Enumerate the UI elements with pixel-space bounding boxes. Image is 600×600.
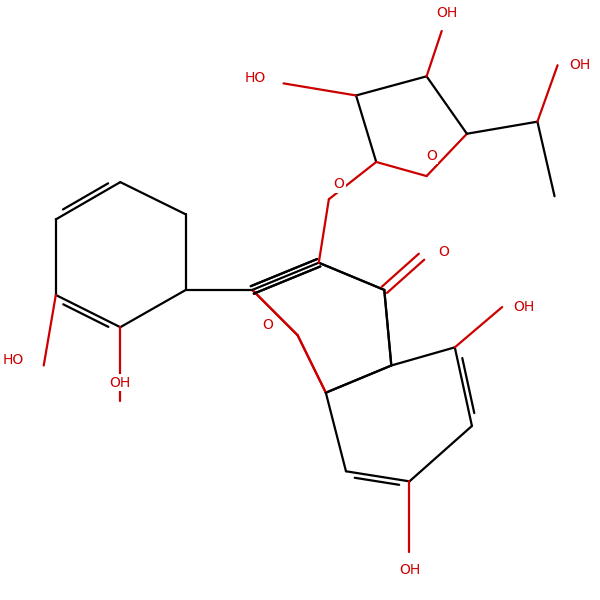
Text: HO: HO (3, 353, 24, 367)
Text: HO: HO (245, 71, 266, 85)
Text: O: O (262, 318, 273, 332)
Text: OH: OH (569, 58, 590, 72)
Text: O: O (426, 149, 437, 163)
Text: O: O (438, 245, 449, 259)
Text: OH: OH (399, 563, 420, 577)
Text: O: O (334, 177, 344, 191)
Text: OH: OH (514, 300, 535, 314)
Text: OH: OH (436, 6, 457, 20)
Text: OH: OH (110, 376, 131, 389)
